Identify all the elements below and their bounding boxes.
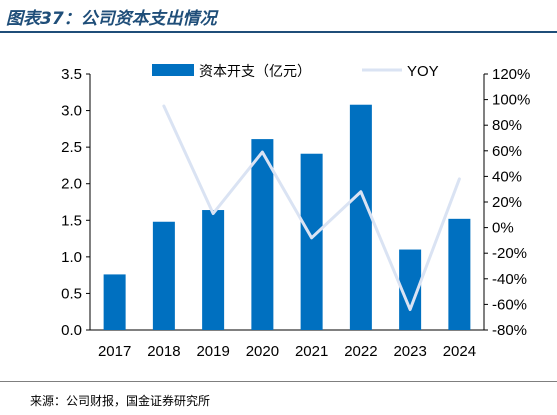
bar-2017 [103, 274, 126, 330]
right-tick-label: 0% [492, 220, 514, 237]
bar-2020 [251, 139, 274, 330]
left-tick-label: 1.0 [61, 249, 82, 266]
bar-2023 [399, 249, 422, 330]
x-tick-label: 2024 [443, 343, 476, 360]
left-tick-label: 2.5 [61, 139, 82, 156]
bar-2018 [152, 221, 175, 330]
legend-bar-swatch [152, 64, 194, 76]
right-tick-label: -60% [492, 296, 527, 313]
x-tick-label: 2018 [147, 343, 180, 360]
bar-2024 [448, 218, 471, 330]
left-tick-label: 1.5 [61, 212, 82, 229]
yoy-line [162, 104, 461, 312]
right-tick-label: 40% [492, 168, 522, 185]
left-tick-label: 0.5 [61, 285, 82, 302]
right-tick-label: 120% [492, 66, 530, 83]
bar-2019 [202, 210, 225, 330]
footer-divider [0, 381, 557, 382]
title-bar: 图表37：公司资本支出情况 [0, 0, 557, 34]
x-tick-label: 2019 [196, 343, 229, 360]
right-tick-label: -20% [492, 245, 527, 262]
x-tick-label: 2022 [344, 343, 377, 360]
left-tick-label: 3.0 [61, 103, 82, 120]
x-tick-label: 2021 [295, 343, 328, 360]
left-tick-label: 3.5 [61, 66, 82, 83]
right-tick-label: 20% [492, 194, 522, 211]
legend-line-label: YOY [407, 63, 439, 80]
right-tick-label: 80% [492, 117, 522, 134]
right-tick-label: -40% [492, 271, 527, 288]
left-tick-label: 0.0 [61, 322, 82, 339]
right-tick-label: 100% [492, 92, 530, 109]
x-tick-label: 2023 [393, 343, 426, 360]
bar-2022 [349, 104, 372, 330]
source-note: 来源：公司财报，国金证券研究所 [30, 394, 211, 408]
legend-bar-label: 资本开支（亿元） [199, 63, 311, 79]
bar-2021 [300, 153, 323, 330]
x-tick-label: 2020 [246, 343, 279, 360]
left-tick-label: 2.0 [61, 176, 82, 193]
x-tick-label: 2017 [98, 343, 131, 360]
title-divider [0, 31, 557, 33]
right-tick-label: 60% [492, 143, 522, 160]
right-tick-label: -80% [492, 322, 527, 339]
chart-title: 图表37：公司资本支出情况 [6, 9, 217, 29]
